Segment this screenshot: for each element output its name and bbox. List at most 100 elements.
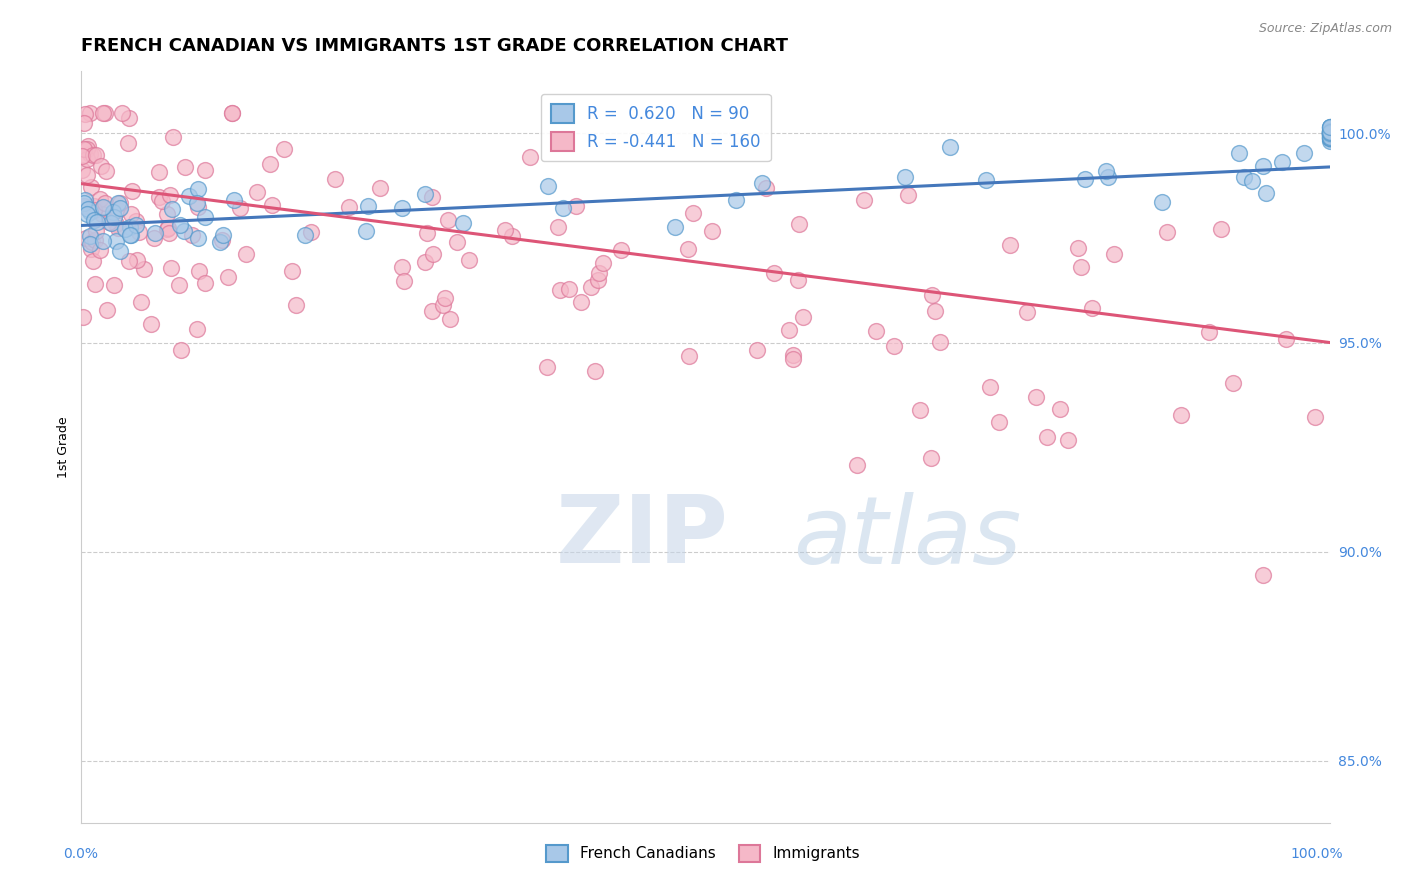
Point bbox=[148, 165, 170, 179]
Point bbox=[169, 219, 191, 233]
Point bbox=[416, 227, 439, 241]
Point bbox=[84, 233, 107, 247]
Point bbox=[79, 105, 101, 120]
Point bbox=[928, 335, 950, 350]
Point bbox=[392, 274, 415, 288]
Point bbox=[1319, 131, 1341, 145]
Point bbox=[547, 219, 569, 234]
Point bbox=[118, 112, 141, 126]
Point bbox=[782, 351, 804, 366]
Point bbox=[550, 284, 572, 298]
Point bbox=[1097, 169, 1119, 184]
Point bbox=[1319, 123, 1341, 137]
Point bbox=[763, 265, 786, 279]
Point bbox=[121, 185, 143, 199]
Point bbox=[273, 142, 295, 156]
Point bbox=[921, 288, 943, 302]
Point bbox=[281, 264, 304, 278]
Point bbox=[682, 205, 704, 219]
Point bbox=[1319, 128, 1341, 142]
Point bbox=[1081, 301, 1104, 316]
Point bbox=[1319, 120, 1341, 134]
Point bbox=[94, 196, 117, 211]
Point bbox=[73, 193, 96, 207]
Point bbox=[208, 235, 231, 250]
Point bbox=[553, 201, 575, 215]
Point bbox=[676, 243, 699, 257]
Point bbox=[111, 105, 134, 120]
Point bbox=[370, 180, 392, 194]
Point bbox=[103, 277, 125, 292]
Text: 100.0%: 100.0% bbox=[1291, 847, 1343, 861]
Point bbox=[437, 213, 460, 227]
Point bbox=[80, 235, 103, 249]
Point bbox=[921, 450, 943, 465]
Point bbox=[167, 278, 190, 293]
Point bbox=[1271, 154, 1294, 169]
Point bbox=[1025, 390, 1047, 404]
Point bbox=[1319, 127, 1341, 141]
Point bbox=[586, 273, 609, 287]
Point bbox=[211, 233, 233, 247]
Point bbox=[501, 228, 523, 243]
Point bbox=[755, 181, 778, 195]
Point bbox=[221, 105, 243, 120]
Point bbox=[104, 235, 127, 249]
Point bbox=[610, 243, 633, 257]
Point bbox=[110, 202, 132, 216]
Point bbox=[337, 200, 360, 214]
Point bbox=[747, 343, 769, 357]
Point bbox=[569, 294, 592, 309]
Point bbox=[157, 220, 180, 235]
Point bbox=[75, 231, 97, 245]
Point bbox=[422, 247, 444, 261]
Point bbox=[846, 458, 869, 473]
Point bbox=[186, 196, 208, 211]
Point bbox=[103, 205, 125, 219]
Point bbox=[1251, 159, 1274, 173]
Point bbox=[1319, 120, 1341, 134]
Point bbox=[118, 253, 141, 268]
Point bbox=[413, 254, 436, 268]
Point bbox=[187, 200, 209, 214]
Point bbox=[1319, 126, 1341, 140]
Point bbox=[1319, 126, 1341, 140]
Point bbox=[853, 194, 876, 208]
Point bbox=[1036, 430, 1059, 444]
Point bbox=[536, 179, 558, 194]
Point bbox=[186, 322, 208, 336]
Point bbox=[94, 164, 117, 178]
Point bbox=[1150, 195, 1173, 210]
Point bbox=[83, 199, 105, 213]
Point bbox=[108, 196, 131, 211]
Legend: French Canadians, Immigrants: French Canadians, Immigrants bbox=[540, 838, 866, 868]
Point bbox=[565, 199, 588, 213]
Point bbox=[998, 237, 1021, 252]
Point bbox=[118, 228, 141, 243]
Point bbox=[1156, 225, 1178, 239]
Point bbox=[129, 295, 152, 310]
Point bbox=[80, 180, 103, 194]
Point bbox=[453, 216, 475, 230]
Point bbox=[420, 190, 443, 204]
Point bbox=[211, 227, 233, 242]
Y-axis label: 1st Grade: 1st Grade bbox=[58, 417, 70, 478]
Point bbox=[1095, 164, 1118, 178]
Point bbox=[1319, 126, 1341, 140]
Point bbox=[82, 253, 104, 268]
Point bbox=[117, 136, 139, 151]
Point bbox=[1319, 132, 1341, 146]
Point bbox=[90, 207, 112, 221]
Point bbox=[778, 322, 800, 336]
Point bbox=[235, 247, 257, 261]
Point bbox=[1233, 170, 1256, 185]
Point bbox=[979, 379, 1001, 393]
Point bbox=[260, 197, 283, 211]
Point bbox=[751, 176, 773, 190]
Point bbox=[433, 291, 456, 305]
Point bbox=[782, 348, 804, 362]
Point bbox=[132, 262, 155, 277]
Point bbox=[1227, 146, 1250, 161]
Point bbox=[988, 415, 1011, 429]
Point bbox=[391, 201, 413, 215]
